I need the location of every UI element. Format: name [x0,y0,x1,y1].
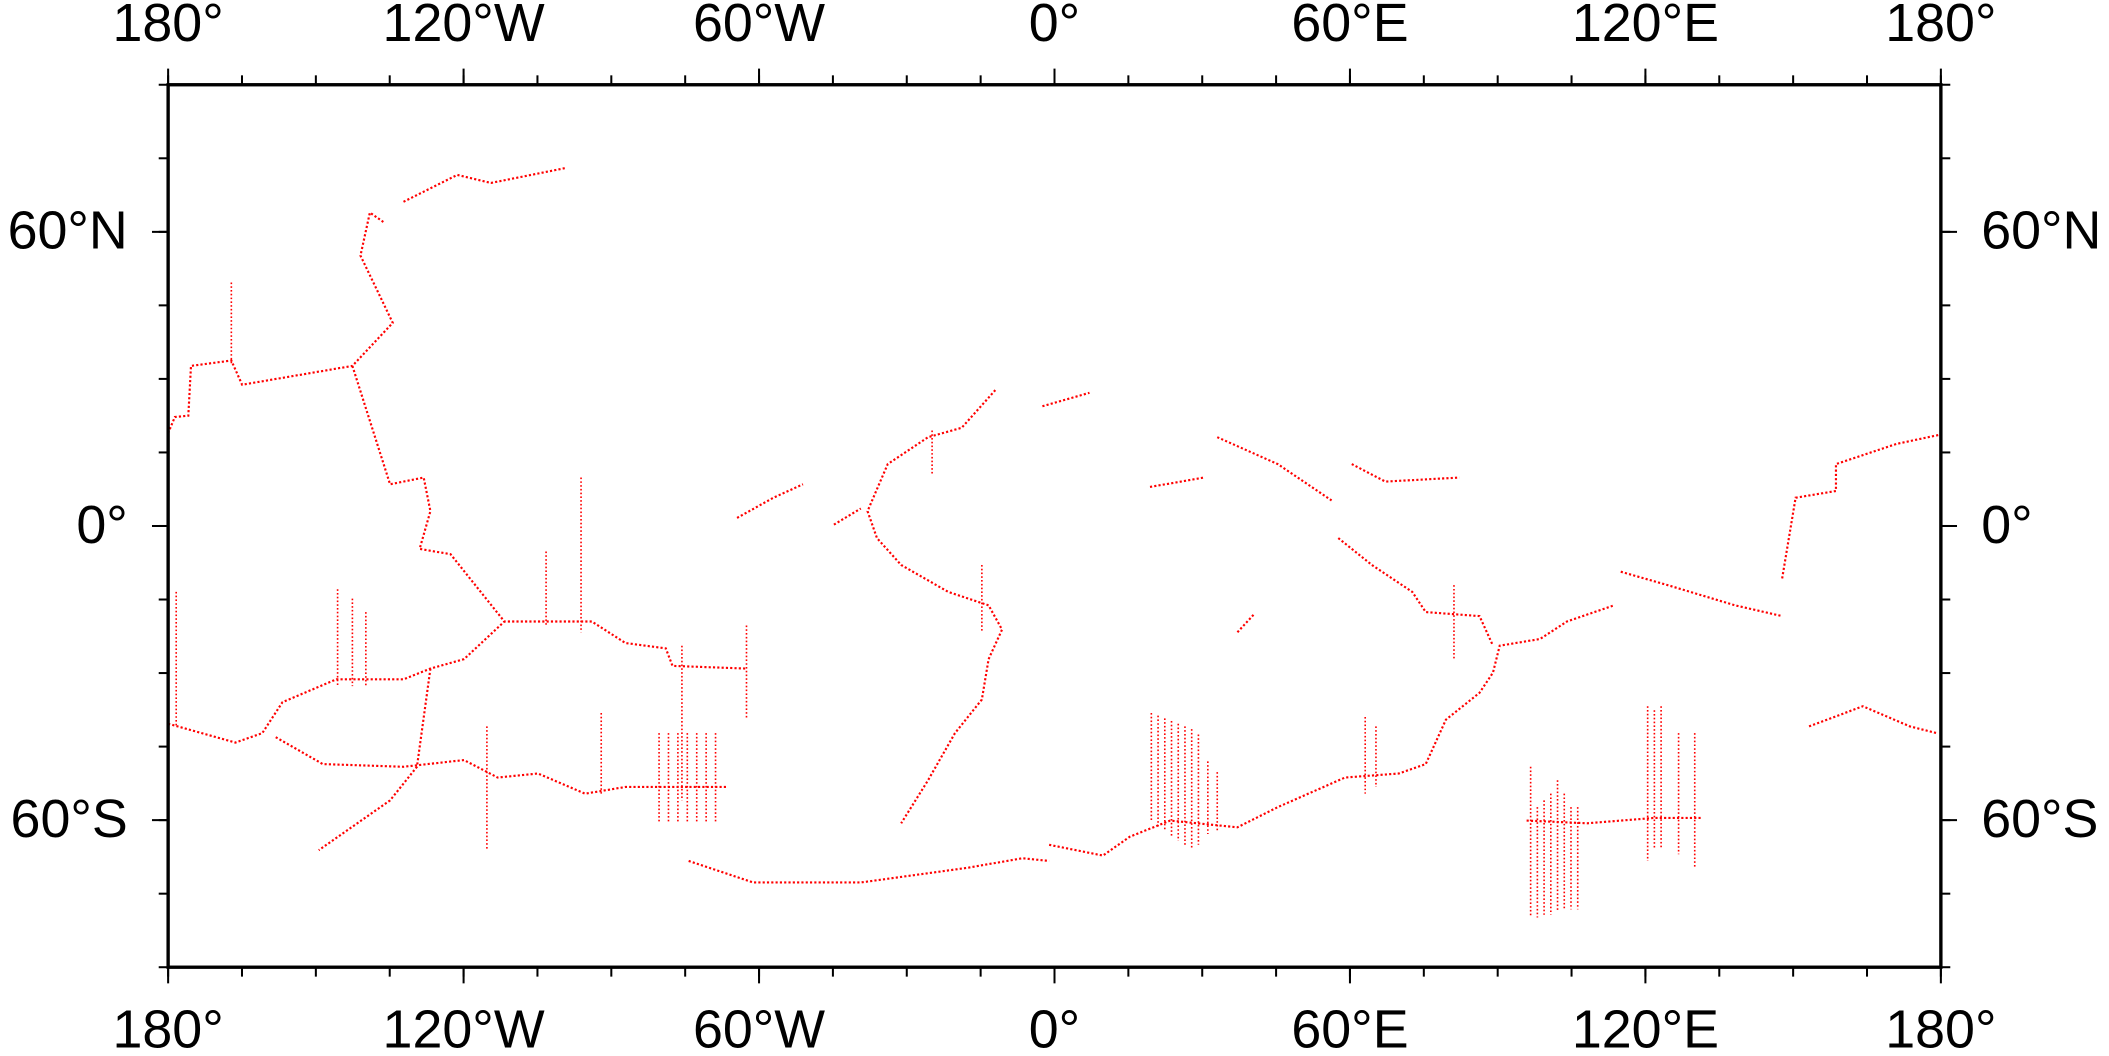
boundary [167,620,506,744]
y-tick-label: 0° [1981,495,2032,555]
boundary [1781,433,1942,579]
boundary [351,365,747,670]
boundary [688,857,1050,884]
tick-labels: 180° 180° 120°W 120°W 60°W 60°W 0° 0° 60°E 60°E 12… [8,0,2102,1056]
x-tick-label: 120°E [1572,0,1719,53]
x-tick-label: 0° [1029,999,1080,1056]
x-tick-label: 120°W [383,999,545,1056]
boundary [1526,816,1702,825]
boundary [1351,463,1460,483]
boundary [1048,604,1615,857]
boundary [1149,476,1204,489]
x-tick-label: 60°E [1291,999,1408,1056]
map-frame [166,83,1943,969]
x-tick-label: 60°E [1291,0,1408,53]
boundary [736,483,804,519]
boundary [1042,391,1090,408]
boundary [833,507,862,526]
y-tick-label: 60°S [1981,789,2098,849]
x-tick-label: 60°W [693,0,825,53]
x-tick-label: 120°W [383,0,545,53]
y-tick-label: 0° [76,495,127,555]
y-tick-label: 60°N [8,201,128,261]
boundary [1337,537,1494,647]
x-tick-label: 180° [112,0,223,53]
boundary [1236,614,1255,633]
uncertainty-bars [175,282,1696,918]
boundary [1808,705,1938,735]
x-tick-label: 180° [1885,0,1996,53]
plate-boundaries [167,167,1942,918]
y-tick-label: 60°S [11,789,128,849]
x-tick-label: 120°E [1572,999,1719,1056]
y-tick-label: 60°N [1981,201,2101,261]
x-tick-label: 0° [1029,0,1080,53]
boundary [275,736,727,795]
boundary [1216,436,1333,502]
boundary [403,167,566,203]
boundary [167,210,395,434]
x-tick-label: 60°W [693,999,825,1056]
boundary [1620,570,1783,618]
ticks [151,68,1958,984]
x-tick-label: 180° [1885,999,1996,1056]
boundary [318,668,432,852]
x-tick-label: 180° [112,999,223,1056]
